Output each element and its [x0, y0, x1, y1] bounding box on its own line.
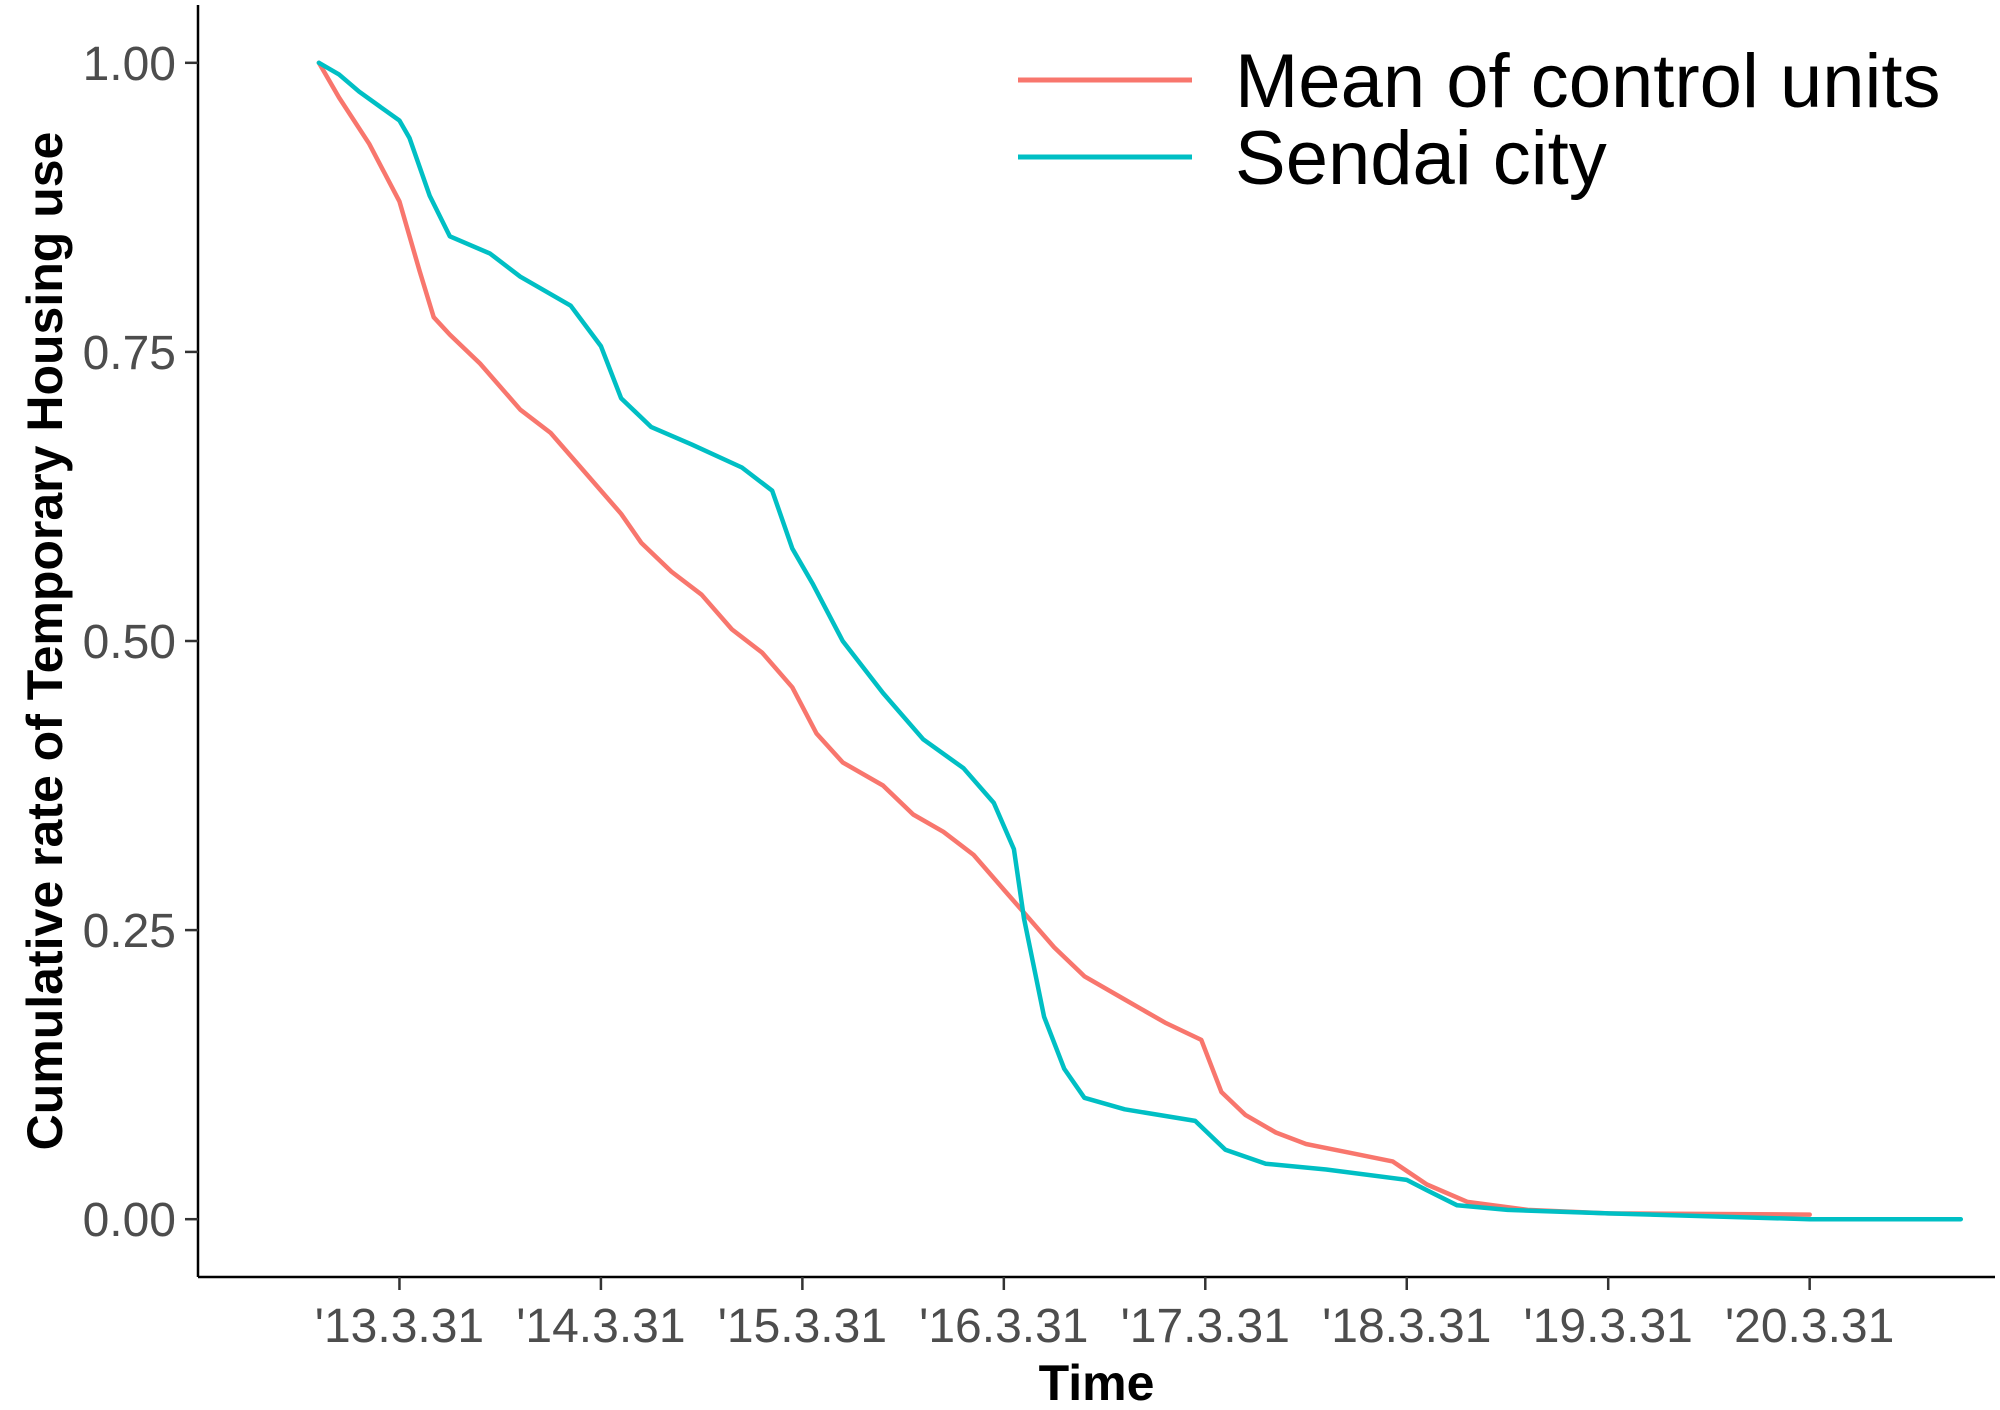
x-tick-label-3: '16.3.31 — [919, 1300, 1088, 1353]
y-axis-title: Cumulative rate of Temporary Housing use — [17, 132, 73, 1151]
x-tick-label-0: '13.3.31 — [315, 1300, 484, 1353]
x-axis-title: Time — [1039, 1355, 1155, 1410]
x-tick-label-5: '18.3.31 — [1322, 1300, 1491, 1353]
x-tick-label-6: '19.3.31 — [1524, 1300, 1693, 1353]
plot-series — [316, 60, 1964, 1222]
x-tick-label-2: '15.3.31 — [718, 1300, 887, 1353]
x-tick-label-4: '17.3.31 — [1121, 1300, 1290, 1353]
x-tick-label-1: '14.3.31 — [516, 1300, 685, 1353]
legend: Mean of control units Sendai city — [1018, 39, 1941, 201]
x-axis-ticks: '13.3.31 '14.3.31 '15.3.31 '16.3.31 '17.3.31… — [315, 1277, 1894, 1353]
y-tick-label-1: 0.25 — [83, 905, 176, 958]
legend-label-mean-of-control-units: Mean of control units — [1235, 39, 1941, 124]
y-tick-label-4: 1.00 — [83, 38, 176, 91]
series-line-sendai-city — [316, 60, 1964, 1222]
x-tick-label-7: '20.3.31 — [1725, 1300, 1894, 1353]
legend-label-sendai-city: Sendai city — [1235, 116, 1607, 201]
y-axis-ticks: 0.00 0.25 0.50 0.75 1.00 — [83, 38, 198, 1247]
y-tick-label-3: 0.75 — [83, 327, 176, 380]
y-tick-label-0: 0.00 — [83, 1194, 176, 1247]
y-tick-label-2: 0.50 — [83, 616, 176, 669]
series-line-mean-of-control-units — [316, 60, 1812, 1217]
